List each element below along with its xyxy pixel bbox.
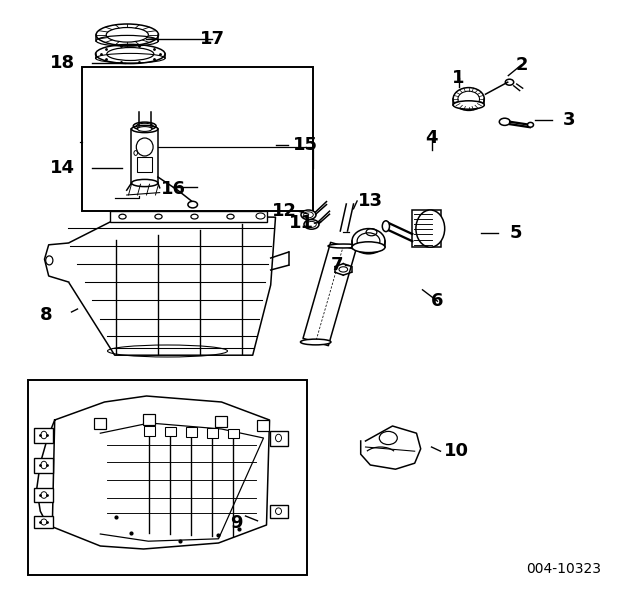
Text: 8: 8: [39, 306, 52, 324]
Text: 004-10323: 004-10323: [526, 562, 601, 576]
Bar: [412, 210, 441, 247]
Ellipse shape: [453, 88, 484, 110]
Bar: [143, 414, 156, 425]
Bar: [82, 67, 313, 211]
Text: 15: 15: [293, 136, 318, 154]
Bar: [34, 427, 54, 443]
Text: 11: 11: [289, 214, 314, 232]
Ellipse shape: [528, 122, 533, 127]
Ellipse shape: [300, 339, 331, 345]
Ellipse shape: [138, 127, 152, 131]
Ellipse shape: [416, 210, 445, 247]
Polygon shape: [303, 242, 356, 346]
Text: 14: 14: [50, 159, 75, 177]
Bar: [186, 427, 197, 437]
Polygon shape: [361, 426, 421, 469]
Text: 2: 2: [515, 56, 528, 74]
Bar: [34, 488, 54, 502]
Polygon shape: [69, 215, 275, 355]
Text: 1: 1: [452, 69, 465, 87]
Ellipse shape: [304, 220, 319, 229]
Text: 3: 3: [563, 111, 576, 129]
Text: 17: 17: [200, 30, 225, 48]
Ellipse shape: [301, 210, 316, 220]
Polygon shape: [52, 396, 270, 549]
Ellipse shape: [352, 229, 385, 254]
Polygon shape: [44, 243, 69, 282]
Bar: [270, 505, 287, 518]
Text: 6: 6: [431, 292, 444, 310]
Text: 9: 9: [231, 514, 243, 532]
Bar: [257, 420, 270, 431]
Text: 5: 5: [509, 224, 521, 242]
Text: 13: 13: [358, 192, 383, 210]
Bar: [34, 516, 54, 528]
Ellipse shape: [352, 242, 385, 253]
Bar: [138, 157, 152, 172]
Bar: [34, 457, 54, 473]
Bar: [94, 418, 107, 429]
Bar: [207, 428, 218, 438]
Bar: [216, 416, 227, 427]
Ellipse shape: [383, 221, 389, 232]
Bar: [144, 426, 155, 436]
Ellipse shape: [499, 118, 510, 125]
Text: 18: 18: [50, 54, 75, 72]
Bar: [165, 427, 176, 436]
Ellipse shape: [328, 244, 358, 248]
Text: 10: 10: [444, 442, 469, 460]
Bar: [28, 380, 307, 575]
Bar: [270, 431, 287, 445]
Text: 12: 12: [272, 202, 297, 220]
Bar: [228, 429, 239, 439]
Text: 4: 4: [426, 129, 438, 147]
Text: 7: 7: [331, 256, 343, 274]
Bar: [110, 211, 267, 222]
Text: 16: 16: [161, 180, 186, 198]
Ellipse shape: [453, 101, 484, 109]
